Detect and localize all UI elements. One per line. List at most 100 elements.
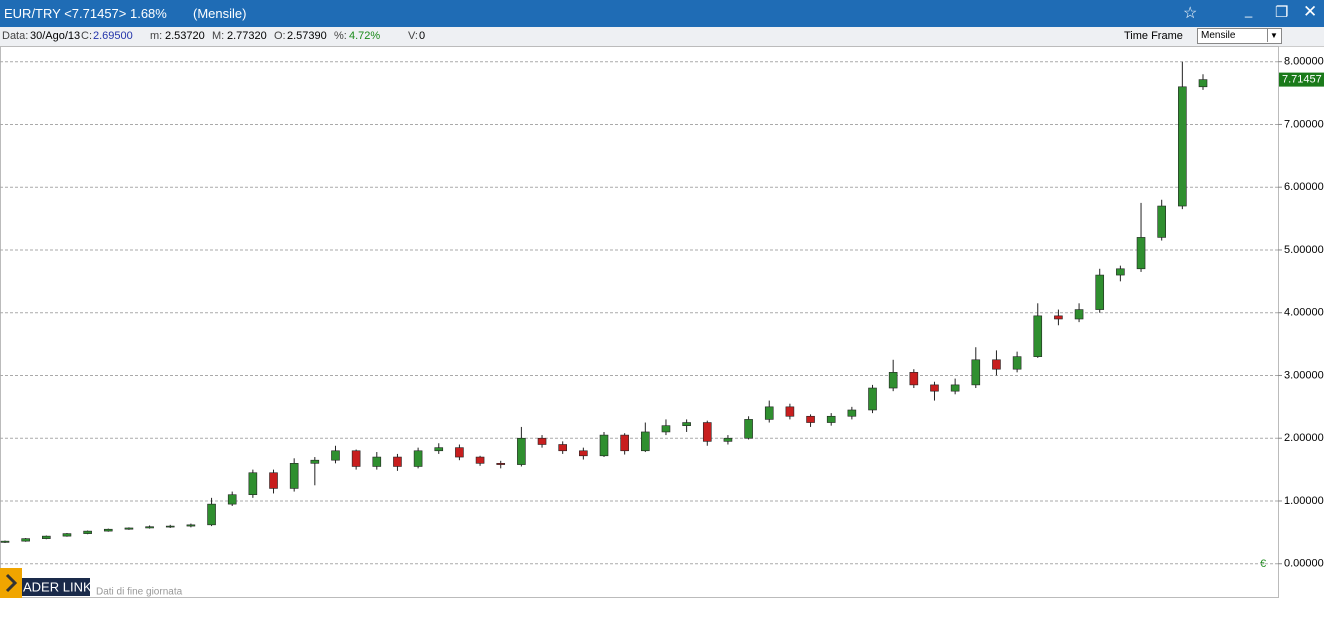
label: O: xyxy=(274,30,286,42)
label: %: xyxy=(334,30,347,42)
last-price: 7.71457 xyxy=(1282,74,1322,86)
candle-body xyxy=(186,524,196,527)
candle-body xyxy=(950,384,960,392)
y-tick-label: 1.00000 xyxy=(1284,495,1324,507)
footer-note: Dati di fine giornata xyxy=(96,587,183,598)
candle-body xyxy=(496,463,506,465)
candle-body xyxy=(310,459,320,464)
candle-body xyxy=(1033,315,1043,357)
candle-body xyxy=(682,422,691,426)
candle-body xyxy=(971,359,981,386)
logo-icon xyxy=(0,568,22,598)
candle-body xyxy=(930,384,939,392)
value: 30/Ago/13 xyxy=(30,30,81,42)
candle-body xyxy=(269,472,278,489)
value: 2.57390 xyxy=(287,30,327,42)
y-tick-label: 0.00000 xyxy=(1284,558,1324,570)
info-bar: Data: 30/Ago/13 C: 2.69500 m: 2.53720 M:… xyxy=(0,27,1324,47)
candle-body xyxy=(434,447,444,452)
candle-body xyxy=(62,533,72,537)
last-price-box xyxy=(1279,72,1324,87)
candle-body xyxy=(21,538,30,542)
value: Mensile xyxy=(1201,30,1236,41)
candle-body xyxy=(124,527,134,530)
candle-body xyxy=(289,463,299,489)
candle-body xyxy=(393,456,402,467)
candle-body xyxy=(83,530,92,534)
candle-body xyxy=(1178,86,1187,207)
candle-body xyxy=(331,450,340,461)
candle-body xyxy=(372,456,382,467)
label: Time Frame xyxy=(1124,30,1183,42)
y-tick-label: 2.00000 xyxy=(1284,432,1324,444)
candle-body xyxy=(702,422,712,442)
candle-body xyxy=(145,526,154,529)
candle-body xyxy=(579,450,588,457)
candle-body xyxy=(599,434,609,457)
candle-body xyxy=(1074,309,1084,320)
period: (Mensile) xyxy=(193,6,247,21)
candle-body xyxy=(248,472,258,496)
candle-body xyxy=(661,425,671,433)
y-tick-label: 4.00000 xyxy=(1284,307,1324,319)
candle-body xyxy=(723,437,733,442)
value: 2.53720 xyxy=(165,30,205,42)
logo: ADER LINK xyxy=(23,579,92,594)
window-title: EUR/TRY <7.71457> 1.68% xyxy=(4,6,167,21)
candle-body xyxy=(888,372,898,389)
y-tick-label: 8.00000 xyxy=(1284,56,1324,68)
candle-body xyxy=(1136,237,1146,270)
candle-body xyxy=(1116,268,1125,276)
candle-body xyxy=(826,415,836,423)
label: m: xyxy=(150,30,163,42)
candle-body xyxy=(1198,79,1208,88)
logo-arrow xyxy=(5,573,18,593)
star-button[interactable]: ☆ xyxy=(1183,5,1198,22)
candle-body xyxy=(103,528,113,532)
candle-body xyxy=(620,434,629,452)
candle-body xyxy=(847,409,857,417)
close-button[interactable]: ✕ xyxy=(1303,2,1318,21)
label: V: xyxy=(408,30,418,42)
candle-body xyxy=(351,450,361,467)
candle-body xyxy=(909,372,919,386)
candle-body xyxy=(517,437,526,465)
candle-body xyxy=(1054,315,1063,320)
candle-body xyxy=(764,406,774,420)
candle-body xyxy=(785,406,795,417)
time-frame-select[interactable]: Mensile ▼ xyxy=(1197,28,1282,44)
y-tick-label: 5.00000 xyxy=(1284,244,1324,256)
y-tick-label: 7.00000 xyxy=(1284,118,1324,130)
candle-body xyxy=(165,525,175,528)
candle-body xyxy=(868,387,877,411)
y-tick-label: 6.00000 xyxy=(1284,181,1324,193)
candle-body xyxy=(1095,274,1105,310)
candle-body xyxy=(806,415,815,423)
candle-body xyxy=(475,456,485,464)
y-tick-label: 3.00000 xyxy=(1284,369,1324,381)
candle-body xyxy=(641,431,650,452)
value: 2.69500 xyxy=(93,30,133,42)
title-bar: EUR/TRY <7.71457> 1.68% (Mensile) ☆ _ ❐ … xyxy=(0,0,1324,27)
candle-body xyxy=(455,447,464,458)
candle-body xyxy=(0,540,10,543)
chart: ADER LINK Dati di fine giornata € 0.0000… xyxy=(0,46,1324,598)
maximize-button[interactable]: ❐ xyxy=(1275,4,1289,21)
label: Data: xyxy=(2,30,29,42)
value: 0 xyxy=(419,30,426,42)
candle-body xyxy=(744,419,753,439)
currency-marker: € xyxy=(1260,558,1266,570)
candle-body xyxy=(1157,205,1166,238)
candle-body xyxy=(537,437,547,445)
candle-body xyxy=(558,444,567,452)
candle-body xyxy=(42,535,51,539)
minimize-button[interactable]: _ xyxy=(1245,3,1253,18)
plot-frame xyxy=(0,46,1279,598)
value: 2.77320 xyxy=(227,30,267,42)
candle-body xyxy=(207,503,216,526)
candle-body xyxy=(1012,356,1022,370)
candle-body xyxy=(413,450,423,467)
candle-body xyxy=(992,359,1001,370)
label: C: xyxy=(81,30,92,42)
candle-body xyxy=(227,494,237,505)
